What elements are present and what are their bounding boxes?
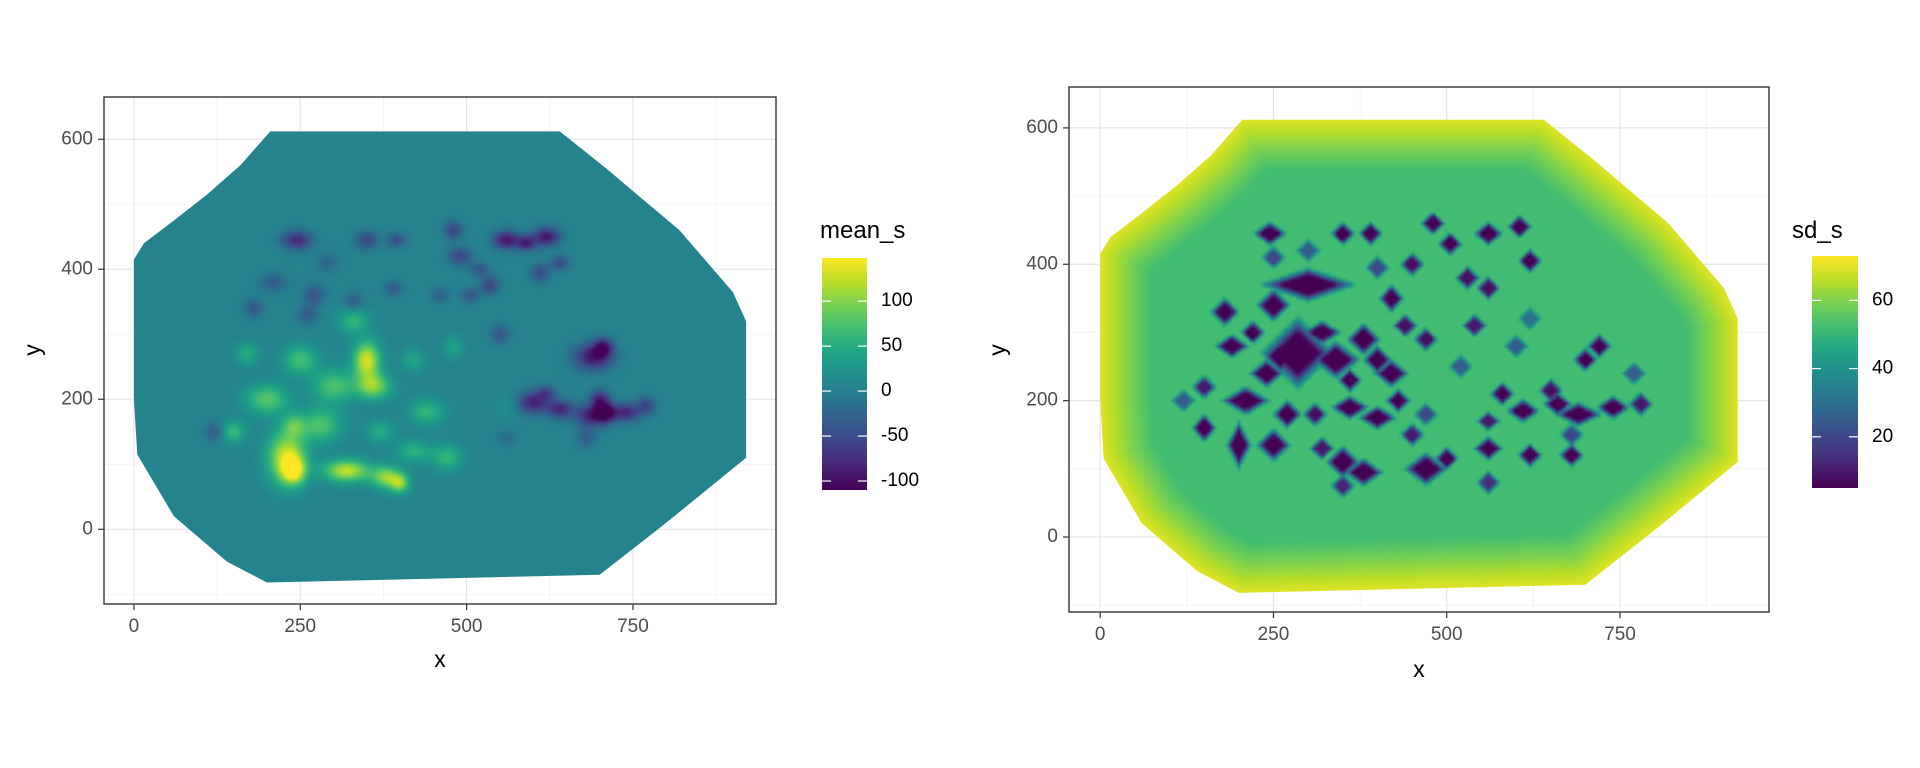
sd-s-panel: 0 250 500 750 0 200 400 600 x y sd_s 60 40 20 — [984, 86, 1893, 682]
x-tick-label: 250 — [1258, 624, 1290, 645]
mean-s-colorbar — [822, 258, 867, 490]
x-tick-label: 500 — [1431, 624, 1463, 645]
x-tick-label: 750 — [1604, 624, 1636, 645]
legend-tick-label: 40 — [1872, 358, 1893, 379]
x-tick-label: 250 — [284, 616, 316, 637]
legend-tick-label: 20 — [1872, 426, 1893, 447]
mean-s-x-axis-title: x — [434, 646, 446, 672]
x-tick-label: 500 — [451, 616, 483, 637]
x-tick-label: 0 — [129, 616, 140, 637]
sd-s-legend-title: sd_s — [1792, 217, 1843, 244]
y-tick-label: 200 — [61, 388, 93, 409]
legend-tick-label: 50 — [881, 335, 902, 356]
x-tick-label: 0 — [1095, 624, 1106, 645]
y-tick-label: 400 — [1026, 253, 1058, 274]
y-tick-label: 600 — [1026, 117, 1058, 138]
y-tick-label: 200 — [1026, 390, 1058, 411]
legend-tick-label: -50 — [881, 425, 908, 446]
y-tick-label: 0 — [1047, 526, 1058, 547]
legend-tick-label: 0 — [881, 380, 892, 401]
mean-s-legend-title: mean_s — [820, 217, 905, 244]
mean-s-legend-ticks: 100 50 0 -50 -100 — [822, 290, 919, 491]
mean-s-legend: mean_s 100 50 0 -50 -100 — [820, 217, 919, 491]
sd-s-x-axis-title: x — [1413, 656, 1425, 682]
sd-s-heatmap-raster — [1100, 119, 1738, 593]
mean-s-panel-border — [103, 96, 777, 605]
y-tick-label: 400 — [61, 258, 93, 279]
mean-s-axis-ticks: 0 250 500 750 0 200 400 600 — [61, 128, 649, 637]
legend-tick-label: -100 — [881, 470, 919, 491]
y-tick-label: 0 — [82, 518, 93, 539]
mean-s-y-axis-title: y — [19, 344, 45, 356]
sd-s-legend: sd_s 60 40 20 — [1792, 217, 1893, 488]
legend-tick-label: 60 — [1872, 289, 1893, 310]
x-tick-label: 750 — [617, 616, 649, 637]
sd-s-y-axis-title: y — [984, 344, 1010, 356]
legend-tick-label: 100 — [881, 290, 913, 311]
sd-s-axis-ticks: 0 250 500 750 0 200 400 600 — [1026, 117, 1636, 645]
sd-s-legend-ticks: 60 40 20 — [1812, 289, 1893, 447]
mean-s-heatmap-raster — [133, 131, 747, 583]
sd-s-colorbar — [1812, 256, 1858, 488]
y-tick-label: 600 — [61, 128, 93, 149]
sd-s-panel-border — [1068, 86, 1770, 613]
